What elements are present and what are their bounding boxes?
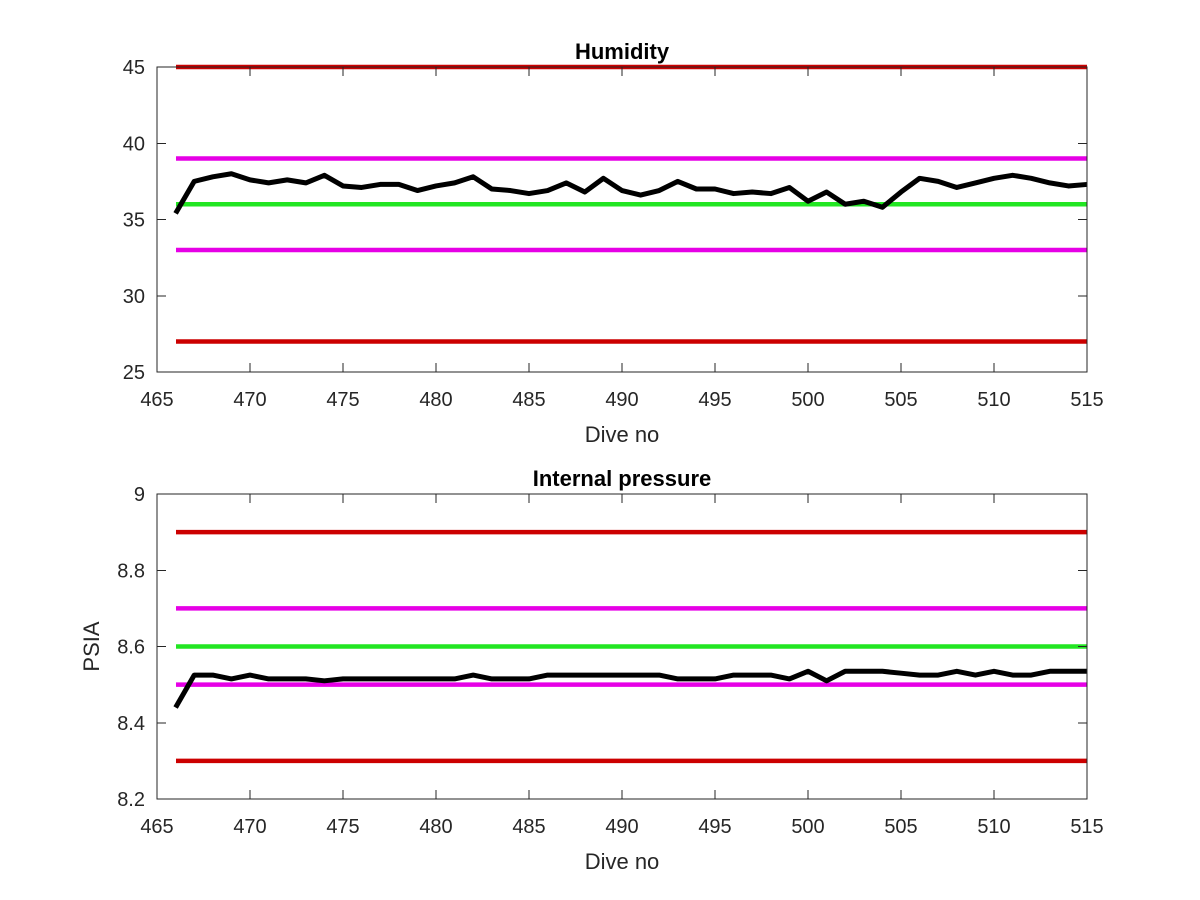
x-tick-label: 480 xyxy=(419,389,452,411)
x-tick-label: 475 xyxy=(326,816,359,838)
y-tick-label: 9 xyxy=(134,484,145,506)
x-tick-label: 485 xyxy=(512,389,545,411)
y-tick-label: 35 xyxy=(123,210,145,232)
x-tick-label: 465 xyxy=(140,816,173,838)
y-tick-label: 8.4 xyxy=(117,713,145,735)
axes-box xyxy=(156,66,1088,373)
x-tick-label: 465 xyxy=(140,389,173,411)
y-tick-label: 8.6 xyxy=(117,637,145,659)
x-tick-label: 470 xyxy=(233,389,266,411)
x-axis-label: Dive no xyxy=(585,422,660,447)
x-tick-label: 510 xyxy=(977,389,1010,411)
x-tick-label: 500 xyxy=(791,816,824,838)
x-tick-label: 500 xyxy=(791,389,824,411)
series-line xyxy=(173,668,1087,709)
x-tick-label: 490 xyxy=(605,389,638,411)
x-tick-label: 505 xyxy=(884,816,917,838)
x-axis-label: Dive no xyxy=(585,849,660,874)
x-tick-label: 480 xyxy=(419,816,452,838)
y-tick-label: 40 xyxy=(123,133,145,155)
y-tick-label: 25 xyxy=(123,362,145,384)
x-tick-label: 470 xyxy=(233,816,266,838)
x-tick-label: 515 xyxy=(1070,389,1103,411)
y-tick-label: 30 xyxy=(123,286,145,308)
x-tick-label: 495 xyxy=(698,816,731,838)
chart-title: Humidity xyxy=(575,39,670,64)
y-tick-label: 45 xyxy=(123,57,145,79)
series-line xyxy=(173,171,1088,215)
chart-title: Internal pressure xyxy=(533,466,712,491)
y-axis-label: PSIA xyxy=(79,621,104,671)
x-tick-label: 490 xyxy=(605,816,638,838)
x-tick-label: 510 xyxy=(977,816,1010,838)
subplot-internal-pressure: 465 470 475 480 485 490 495 500 505 510 515 8.2 8.4 8… xyxy=(79,466,1104,874)
y-tick-label: 8.2 xyxy=(117,789,145,811)
x-tick-label: 515 xyxy=(1070,816,1103,838)
x-tick-label: 495 xyxy=(698,389,731,411)
subplot-humidity: 465 470 475 480 485 490 495 500 505 510 515 25 30 35 4… xyxy=(123,39,1104,447)
x-tick-label: 485 xyxy=(512,816,545,838)
y-tick-label: 8.8 xyxy=(117,560,145,582)
x-tick-label: 505 xyxy=(884,389,917,411)
x-tick-label: 475 xyxy=(326,389,359,411)
